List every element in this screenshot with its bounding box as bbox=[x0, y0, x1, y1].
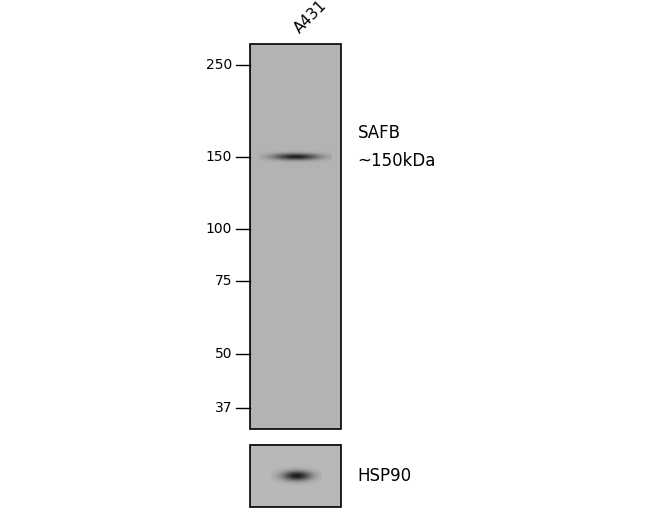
Bar bbox=[250, 44, 341, 429]
Text: 150: 150 bbox=[205, 150, 232, 163]
Text: 250: 250 bbox=[206, 58, 232, 72]
Text: 37: 37 bbox=[214, 401, 232, 415]
Text: A431: A431 bbox=[292, 0, 330, 36]
Text: SAFB: SAFB bbox=[358, 124, 400, 142]
Text: 75: 75 bbox=[214, 274, 232, 288]
Bar bbox=[250, 445, 341, 507]
Text: ~150kDa: ~150kDa bbox=[358, 152, 436, 170]
Text: 50: 50 bbox=[214, 347, 232, 361]
Text: 100: 100 bbox=[205, 223, 232, 237]
Text: HSP90: HSP90 bbox=[358, 467, 411, 485]
